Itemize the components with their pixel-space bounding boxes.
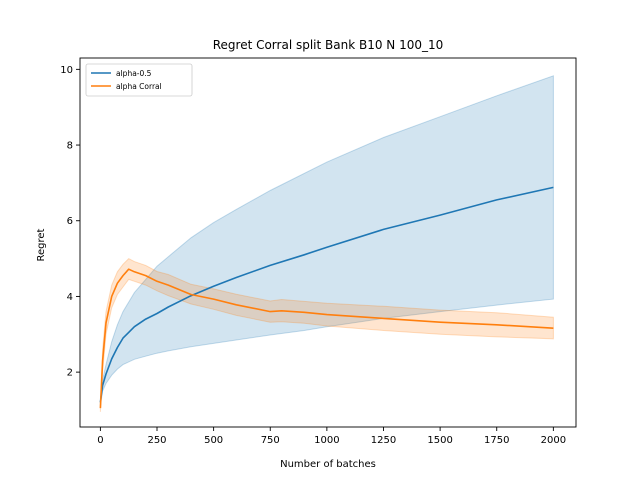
band-series-2 — [99, 257, 554, 412]
x-tick-label: 1000 — [314, 435, 339, 446]
chart-title: Regret Corral split Bank B10 N 100_10 — [213, 38, 444, 52]
x-tick-label: 750 — [261, 435, 280, 446]
y-tick-label: 8 — [67, 141, 73, 152]
axes: 0 250 500 750 1000 1250 1500 1750 2000 2 4 6 8 10 — [60, 57, 577, 446]
plot-frame — [79, 57, 577, 428]
line-series-2 — [99, 268, 554, 409]
band-series-1 — [99, 75, 554, 407]
x-tick-label: 2000 — [541, 435, 566, 446]
legend-label-2: alpha Corral — [116, 82, 162, 91]
x-tick-label: 250 — [147, 435, 166, 446]
x-axis-label: Number of batches — [280, 459, 376, 470]
y-tick-label: 2 — [67, 368, 73, 379]
confidence-bands — [99, 75, 554, 412]
x-tick-label: 1250 — [371, 435, 396, 446]
y-tick-label: 10 — [60, 65, 73, 76]
legend-label-1: alpha-0.5 — [116, 69, 152, 78]
legend-box — [85, 63, 193, 97]
y-tick-label: 6 — [67, 216, 73, 227]
y-tick-label: 4 — [67, 292, 73, 303]
legend: alpha-0.5 alpha Corral — [85, 63, 193, 97]
x-tick-label: 1500 — [427, 435, 452, 446]
line-series-1 — [99, 186, 554, 403]
y-axis-label: Regret — [36, 228, 47, 261]
x-tick-label: 500 — [204, 435, 223, 446]
x-tick-label: 0 — [97, 435, 103, 446]
x-tick-label: 1750 — [484, 435, 509, 446]
series-lines — [99, 186, 554, 409]
